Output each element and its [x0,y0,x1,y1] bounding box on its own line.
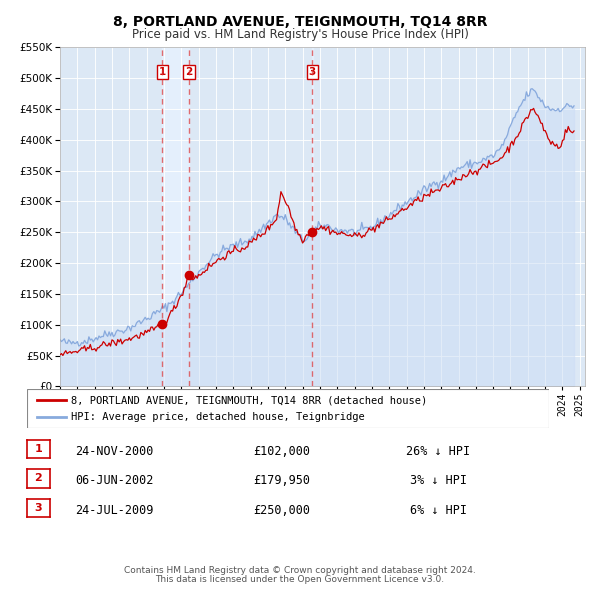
Bar [162,47,189,386]
Text: 2: 2 [35,474,42,483]
Text: 8, PORTLAND AVENUE, TEIGNMOUTH, TQ14 8RR: 8, PORTLAND AVENUE, TEIGNMOUTH, TQ14 8RR [113,15,487,29]
Text: This data is licensed under the Open Government Licence v3.0.: This data is licensed under the Open Gov… [155,575,445,584]
Text: Contains HM Land Registry data © Crown copyright and database right 2024.: Contains HM Land Registry data © Crown c… [124,566,476,575]
Text: 3% ↓ HPI: 3% ↓ HPI [409,474,467,487]
Text: 26% ↓ HPI: 26% ↓ HPI [406,445,470,458]
Text: 06-JUN-2002: 06-JUN-2002 [75,474,153,487]
Text: 6% ↓ HPI: 6% ↓ HPI [409,504,467,517]
Text: 3: 3 [308,67,316,77]
Text: 24-JUL-2009: 24-JUL-2009 [75,504,153,517]
Text: £102,000: £102,000 [254,445,311,458]
Text: 24-NOV-2000: 24-NOV-2000 [75,445,153,458]
Text: 3: 3 [35,503,42,513]
Text: 2: 2 [185,67,193,77]
Text: £250,000: £250,000 [254,504,311,517]
Text: 8, PORTLAND AVENUE, TEIGNMOUTH, TQ14 8RR (detached house): 8, PORTLAND AVENUE, TEIGNMOUTH, TQ14 8RR… [71,395,428,405]
Text: HPI: Average price, detached house, Teignbridge: HPI: Average price, detached house, Teig… [71,412,365,422]
Bar [312,47,313,386]
Text: £179,950: £179,950 [254,474,311,487]
Text: 1: 1 [35,444,42,454]
Text: Price paid vs. HM Land Registry's House Price Index (HPI): Price paid vs. HM Land Registry's House … [131,28,469,41]
Text: 1: 1 [158,67,166,77]
